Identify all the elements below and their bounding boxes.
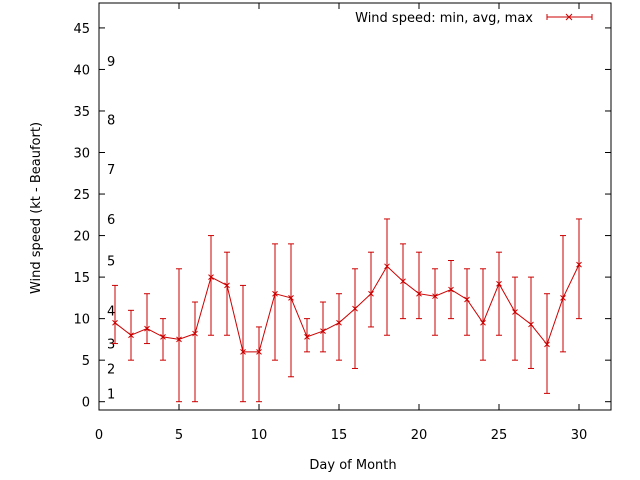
beaufort-scale-labels: 1 2 3 4 5 6 7 8 9 xyxy=(107,55,115,402)
y-tick-label: 0 xyxy=(82,396,90,411)
avg-point xyxy=(464,296,470,303)
legend-label: Wind speed: min, avg, max xyxy=(355,11,533,26)
avg-point xyxy=(432,293,438,300)
x-tick-label: 5 xyxy=(175,428,183,443)
y-tick-label: 20 xyxy=(73,230,90,245)
beaufort-label: 2 xyxy=(107,362,115,377)
avg-point xyxy=(256,349,262,355)
x-tick-label: 15 xyxy=(331,428,348,443)
x-tick-label: 20 xyxy=(411,428,428,443)
x-tick-label: 10 xyxy=(251,428,268,443)
avg-point xyxy=(384,263,390,270)
series-line xyxy=(114,264,580,353)
y-tick-label: 40 xyxy=(73,63,90,78)
legend-marker-b xyxy=(565,13,573,21)
y-axis-label: Wind speed (kt - Beaufort) xyxy=(29,122,44,294)
avg-point xyxy=(144,325,150,332)
avg-point xyxy=(416,290,422,297)
y-tick-label: 45 xyxy=(73,22,90,37)
y-tick-label: 35 xyxy=(73,105,90,120)
avg-point xyxy=(352,305,358,312)
x-tick-label: 30 xyxy=(571,428,588,443)
avg-point xyxy=(320,328,326,334)
y-tick-label: 25 xyxy=(73,188,90,203)
avg-point xyxy=(192,330,198,337)
avg-point xyxy=(288,295,294,301)
y-tick-label: 5 xyxy=(82,354,90,369)
y-tick-label: 10 xyxy=(73,313,90,328)
beaufort-label: 8 xyxy=(107,113,115,128)
plot-frame xyxy=(98,2,612,411)
avg-point xyxy=(160,334,166,340)
beaufort-label: 4 xyxy=(107,304,115,319)
avg-point xyxy=(512,309,518,315)
avg-point xyxy=(128,332,134,339)
avg-point xyxy=(176,336,182,343)
x-tick-label: 25 xyxy=(491,428,508,443)
avg-point xyxy=(448,286,454,293)
beaufort-label: 1 xyxy=(107,387,115,402)
plot-series xyxy=(112,218,582,403)
legend: Wind speed: min, avg, max xyxy=(355,11,593,26)
avg-point xyxy=(544,341,550,348)
avg-point xyxy=(560,295,566,301)
avg-point xyxy=(400,278,406,285)
beaufort-label: 3 xyxy=(107,338,115,353)
y-tick-label: 30 xyxy=(73,147,90,162)
avg-point xyxy=(224,282,230,289)
avg-point xyxy=(272,290,278,297)
avg-point xyxy=(528,321,534,328)
beaufort-label: 7 xyxy=(107,163,115,178)
x-axis-label: Day of Month xyxy=(309,458,396,473)
beaufort-label: 6 xyxy=(107,213,115,228)
avg-point xyxy=(480,319,486,326)
avg-point xyxy=(304,334,310,340)
avg-point xyxy=(336,319,342,326)
beaufort-label: 9 xyxy=(107,55,115,70)
y-tick-label: 15 xyxy=(73,271,90,286)
beaufort-label: 5 xyxy=(107,254,115,269)
avg-point xyxy=(368,290,374,297)
avg-point xyxy=(208,274,214,280)
avg-point xyxy=(496,280,502,287)
x-tick-label: 0 xyxy=(95,428,103,443)
avg-point xyxy=(112,319,118,326)
avg-point xyxy=(576,261,582,268)
avg-point xyxy=(240,349,246,355)
